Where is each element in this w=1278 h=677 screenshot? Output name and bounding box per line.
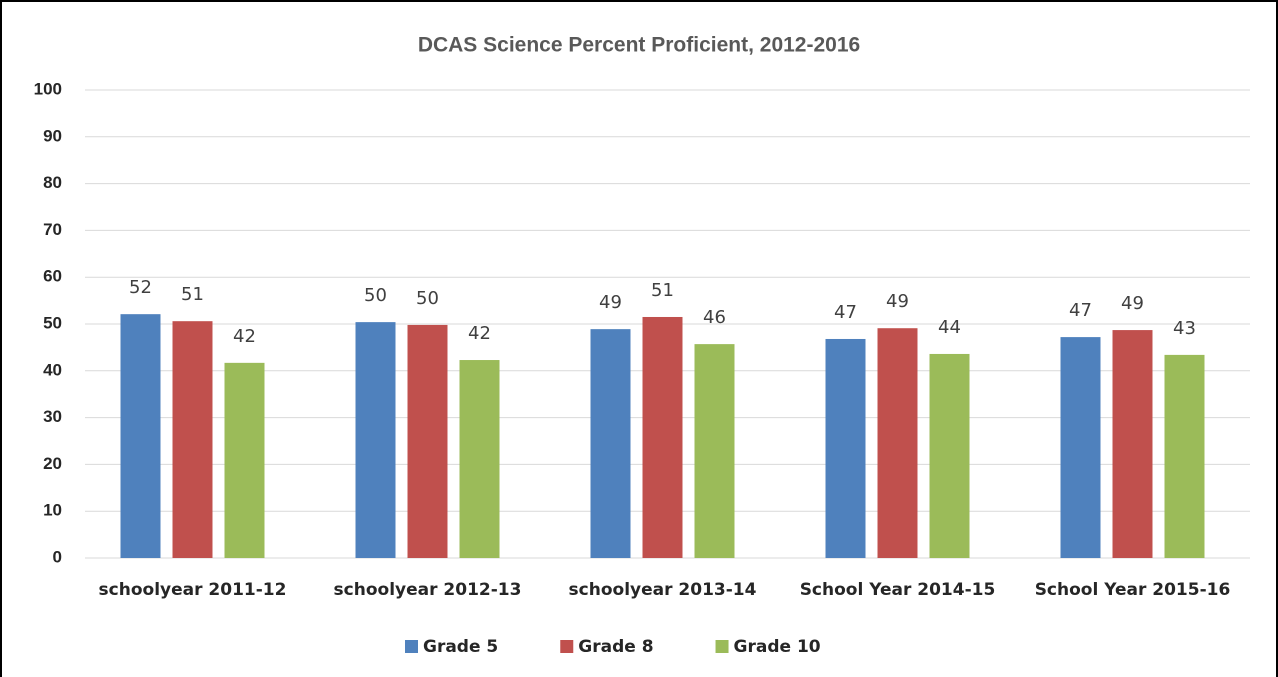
y-tick-label: 90 (43, 126, 62, 145)
value-label: 51 (651, 280, 674, 301)
bar (407, 324, 448, 558)
y-tick-label: 10 (43, 501, 62, 520)
bar (1164, 354, 1205, 558)
legend-swatch (405, 640, 418, 653)
y-tick-label: 80 (43, 173, 62, 192)
value-label: 49 (886, 291, 909, 312)
legend-label: Grade 8 (578, 637, 653, 657)
value-label: 44 (938, 317, 961, 338)
bar (172, 321, 213, 558)
legend-swatch (715, 640, 729, 653)
value-label: 52 (129, 277, 152, 298)
value-label: 50 (416, 288, 439, 309)
y-tick-label: 40 (43, 360, 62, 379)
value-label: 42 (468, 323, 491, 344)
x-tick-label: schoolyear 2012-13 (334, 580, 522, 600)
chart-title: DCAS Science Percent Proficient, 2012-20… (418, 34, 860, 57)
x-tick-label: School Year 2014-15 (800, 580, 996, 600)
value-label: 47 (834, 302, 857, 323)
x-tick-label: School Year 2015-16 (1035, 580, 1231, 600)
value-label: 49 (599, 292, 622, 313)
y-tick-label: 70 (43, 220, 62, 239)
bar (459, 360, 500, 558)
value-label: 47 (1069, 300, 1092, 321)
bar (825, 338, 866, 558)
value-label: 46 (703, 307, 726, 328)
bar (1060, 337, 1101, 558)
x-tick-label: schoolyear 2013-14 (569, 580, 757, 600)
value-label: 42 (233, 326, 256, 347)
bar (590, 329, 631, 558)
y-tick-label: 0 (53, 547, 62, 566)
y-tick-label: 100 (34, 79, 62, 98)
value-label: 49 (1121, 293, 1144, 314)
bar (877, 328, 918, 558)
legend-label: Grade 10 (734, 637, 821, 657)
y-tick-label: 20 (43, 454, 62, 473)
bar (120, 314, 161, 558)
bar (224, 362, 265, 558)
value-label: 51 (181, 284, 204, 305)
bar (694, 344, 735, 558)
y-tick-label: 50 (43, 313, 62, 332)
value-label: 43 (1173, 318, 1196, 339)
bar (929, 353, 970, 558)
legend-swatch (560, 640, 574, 653)
legend-label: Grade 5 (423, 637, 498, 657)
y-tick-label: 60 (43, 267, 62, 286)
x-tick-label: schoolyear 2011-12 (99, 580, 287, 600)
value-label: 50 (364, 285, 387, 306)
bar (355, 322, 396, 558)
bar (642, 316, 683, 558)
y-tick-label: 30 (43, 407, 62, 426)
bar (1112, 330, 1153, 558)
